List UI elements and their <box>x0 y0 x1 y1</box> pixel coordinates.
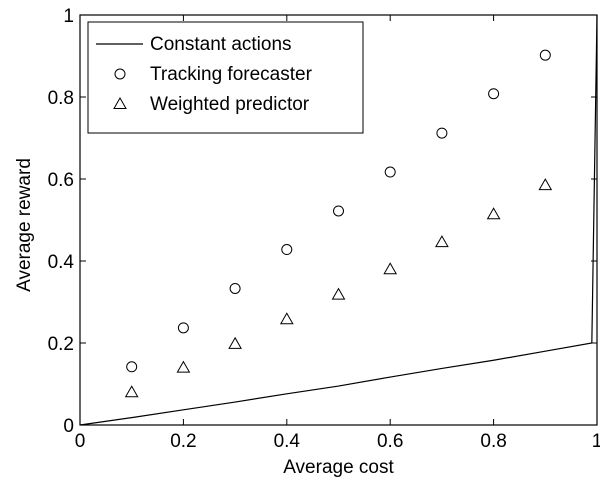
data-point-tracking-forecaster <box>281 244 293 256</box>
data-point-tracking-forecaster <box>384 166 396 178</box>
legend: Constant actions Tracking forecaster Weigh… <box>87 21 364 134</box>
y-tick-label: 0.6 <box>48 170 74 191</box>
y-tick-label: 0.4 <box>48 252 75 273</box>
legend-circle-icon <box>114 68 126 80</box>
data-point-tracking-forecaster <box>333 205 344 217</box>
series-line-constant-actions <box>79 14 598 426</box>
data-point-weighted-predictor <box>228 336 242 349</box>
data-point-tracking-forecaster <box>126 361 138 373</box>
data-point-tracking-forecaster <box>436 127 448 139</box>
legend-triangle-icon <box>113 96 127 109</box>
data-point-weighted-predictor <box>383 262 398 275</box>
data-point-tracking-forecaster <box>229 282 241 294</box>
x-tick-label: 0.4 <box>274 431 301 452</box>
data-point-tracking-forecaster <box>177 322 189 334</box>
legend-box <box>87 21 364 134</box>
data-point-weighted-predictor <box>331 287 346 300</box>
x-axis-label: Average cost <box>283 457 394 478</box>
x-tick-label: 0.6 <box>377 431 403 452</box>
data-marks <box>79 14 598 426</box>
x-tick-label: 0.8 <box>480 431 506 452</box>
x-tick-label: 0.2 <box>170 431 196 452</box>
legend-label: Tracking forecaster <box>150 64 313 85</box>
y-tick-label: 0.2 <box>48 334 74 355</box>
x-tick-label: 1 <box>592 431 600 452</box>
data-point-weighted-predictor <box>176 360 191 373</box>
legend-label: Constant actions <box>150 34 292 55</box>
data-point-weighted-predictor <box>435 235 449 248</box>
y-tick-label: 0.8 <box>48 88 74 109</box>
data-point-weighted-predictor <box>279 312 294 325</box>
data-point-tracking-forecaster <box>539 49 551 61</box>
y-tick-label: 0 <box>63 416 74 437</box>
legend-label: Weighted predictor <box>150 94 310 115</box>
data-point-weighted-predictor <box>486 207 501 220</box>
y-axis-label: Average reward <box>14 158 35 292</box>
data-point-tracking-forecaster <box>488 88 500 100</box>
data-point-weighted-predictor <box>124 385 139 398</box>
y-tick-label: 1 <box>63 6 74 27</box>
x-tick-label: 0 <box>75 431 86 452</box>
data-point-weighted-predictor <box>538 178 553 191</box>
